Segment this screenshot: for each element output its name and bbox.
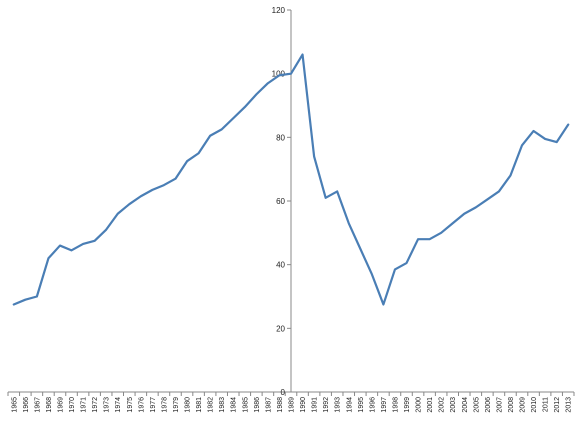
y-tick-label: 20 (276, 324, 285, 333)
x-tick-label: 2009 (520, 397, 527, 413)
x-tick-label: 2012 (554, 397, 561, 413)
x-tick-label: 1998 (392, 397, 399, 413)
x-tick-label: 1967 (34, 397, 41, 413)
x-tick-label: 1975 (127, 397, 134, 413)
x-tick-label: 1977 (150, 397, 157, 413)
series-line (12, 53, 570, 306)
x-tick-label: 1968 (46, 397, 53, 413)
x-tick-label: 1966 (23, 397, 30, 413)
y-tick-label: 60 (276, 197, 285, 206)
x-tick-label: 1979 (173, 397, 180, 413)
y-tick-label: 40 (276, 261, 285, 270)
y-tick-label: 100 (272, 70, 286, 79)
x-tick-label: 1972 (92, 397, 99, 413)
x-tick-label: 1993 (335, 397, 342, 413)
x-tick-label: 1994 (346, 397, 353, 413)
x-tick-label: 1996 (369, 397, 376, 413)
x-tick-label: 1986 (254, 397, 261, 413)
x-tick-label: 1984 (231, 397, 238, 413)
x-tick-label: 2006 (485, 397, 492, 413)
x-tick-label: 2010 (531, 397, 538, 413)
x-tick-label: 1971 (81, 397, 88, 413)
y-axis-ticks: 0 20 40 60 80 100 120 (272, 6, 291, 397)
y-tick-label: 80 (276, 133, 285, 142)
x-tick-label: 1995 (358, 397, 365, 413)
x-tick-label: 2007 (496, 397, 503, 413)
y-tick-label: 0 (281, 388, 286, 397)
x-tick-label: 2013 (566, 397, 573, 413)
x-tick-label: 1974 (115, 397, 122, 413)
x-tick-label: 1987 (265, 397, 272, 413)
x-tick-label: 1965 (11, 397, 18, 413)
x-tick-label: 2004 (462, 397, 469, 413)
x-tick-label: 2001 (427, 397, 434, 413)
x-tick-label: 1969 (57, 397, 64, 413)
x-tick-label: 2005 (473, 397, 480, 413)
x-tick-label: 1997 (381, 397, 388, 413)
x-tick-label: 2008 (508, 397, 515, 413)
x-tick-label: 1980 (185, 397, 192, 413)
x-tick-label: 1981 (196, 397, 203, 413)
x-tick-label: 2002 (439, 397, 446, 413)
x-tick-label: 2003 (450, 397, 457, 413)
x-tick-label: 1989 (289, 397, 296, 413)
x-tick-label: 1978 (161, 397, 168, 413)
x-tick-label: 1988 (277, 397, 284, 413)
x-tick-label: 1976 (138, 397, 145, 413)
x-tick-label: 2000 (416, 397, 423, 413)
x-tick-label: 1999 (404, 397, 411, 413)
x-tick-label: 1973 (104, 397, 111, 413)
x-tick-label: 1991 (312, 397, 319, 413)
x-tick-label: 1990 (300, 397, 307, 413)
x-tick-label: 1970 (69, 397, 76, 413)
x-tick-label: 1992 (323, 397, 330, 413)
x-tick-label: 2011 (543, 397, 550, 412)
y-tick-label: 120 (272, 6, 286, 15)
x-tick-label: 1983 (219, 397, 226, 413)
x-tick-label: 1982 (208, 397, 215, 413)
x-tick-label: 1985 (242, 397, 249, 413)
x-axis-ticks: 1965 1966 1967 1968 1969 1970 1971 1972 1973 1974… (7, 392, 575, 413)
